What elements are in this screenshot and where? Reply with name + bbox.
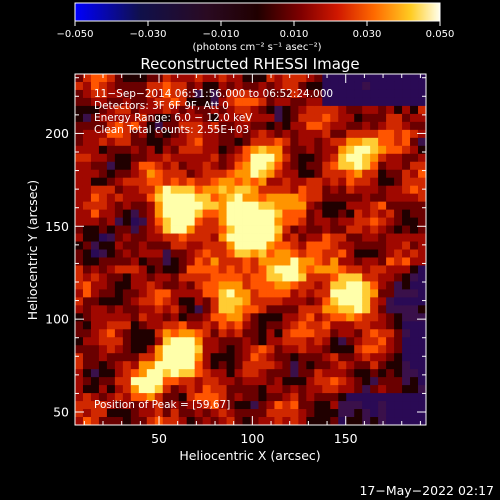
annotation-block: 11−Sep−2014 06:51:56.000 to 06:52:24.000… <box>94 88 333 136</box>
colorbar: −0.050 −0.030 −0.010 0.010 0.030 0.050 (photo… <box>56 2 454 53</box>
plot-frame <box>74 73 427 426</box>
x-tick-label: 50 <box>151 431 167 446</box>
colorbar-tick-label: 0.050 <box>426 29 455 40</box>
colorbar-ticks: −0.050 −0.030 −0.010 0.010 0.030 0.050 <box>56 21 454 40</box>
colorbar-tick-label: −0.050 <box>56 29 93 40</box>
footer-date: 17−May−2022 02:17 <box>359 483 494 498</box>
y-tick-label: 150 <box>45 219 69 234</box>
annotation-line: Clean Total counts: 2.55E+03 <box>94 124 249 136</box>
colorbar-unit-label: (photons cm⁻² s⁻¹ asec⁻²) <box>192 42 321 53</box>
colorbar-tick-label: −0.030 <box>129 29 166 40</box>
x-axis-ticks: 50 100 150 <box>83 74 421 446</box>
chart-title: Reconstructed RHESSI Image <box>140 55 359 73</box>
y-axis-label: Heliocentric Y (arcsec) <box>25 180 40 320</box>
colorbar-tick-label: −0.010 <box>202 29 239 40</box>
colorbar-strip <box>74 2 441 22</box>
annotation-line: 11−Sep−2014 06:51:56.000 to 06:52:24.000 <box>94 88 333 100</box>
y-axis-ticks: 50 100 150 200 <box>45 77 426 420</box>
y-tick-label: 50 <box>53 405 69 420</box>
x-axis-label: Heliocentric X (arcsec) <box>179 448 320 463</box>
colorbar-tick-label: 0.030 <box>353 29 382 40</box>
peak-position-label: Position of Peak = [59,67] <box>94 399 230 411</box>
annotation-line: Detectors: 3F 6F 9F, Att 0 <box>94 100 229 112</box>
y-tick-label: 200 <box>45 126 69 141</box>
annotation-line: Energy Range: 6.0 − 12.0 keV <box>94 112 253 124</box>
colorbar-tick-label: 0.010 <box>280 29 309 40</box>
y-tick-label: 100 <box>45 312 69 327</box>
x-tick-label: 150 <box>334 431 358 446</box>
x-tick-label: 100 <box>240 431 264 446</box>
heatmap-image <box>75 74 426 425</box>
